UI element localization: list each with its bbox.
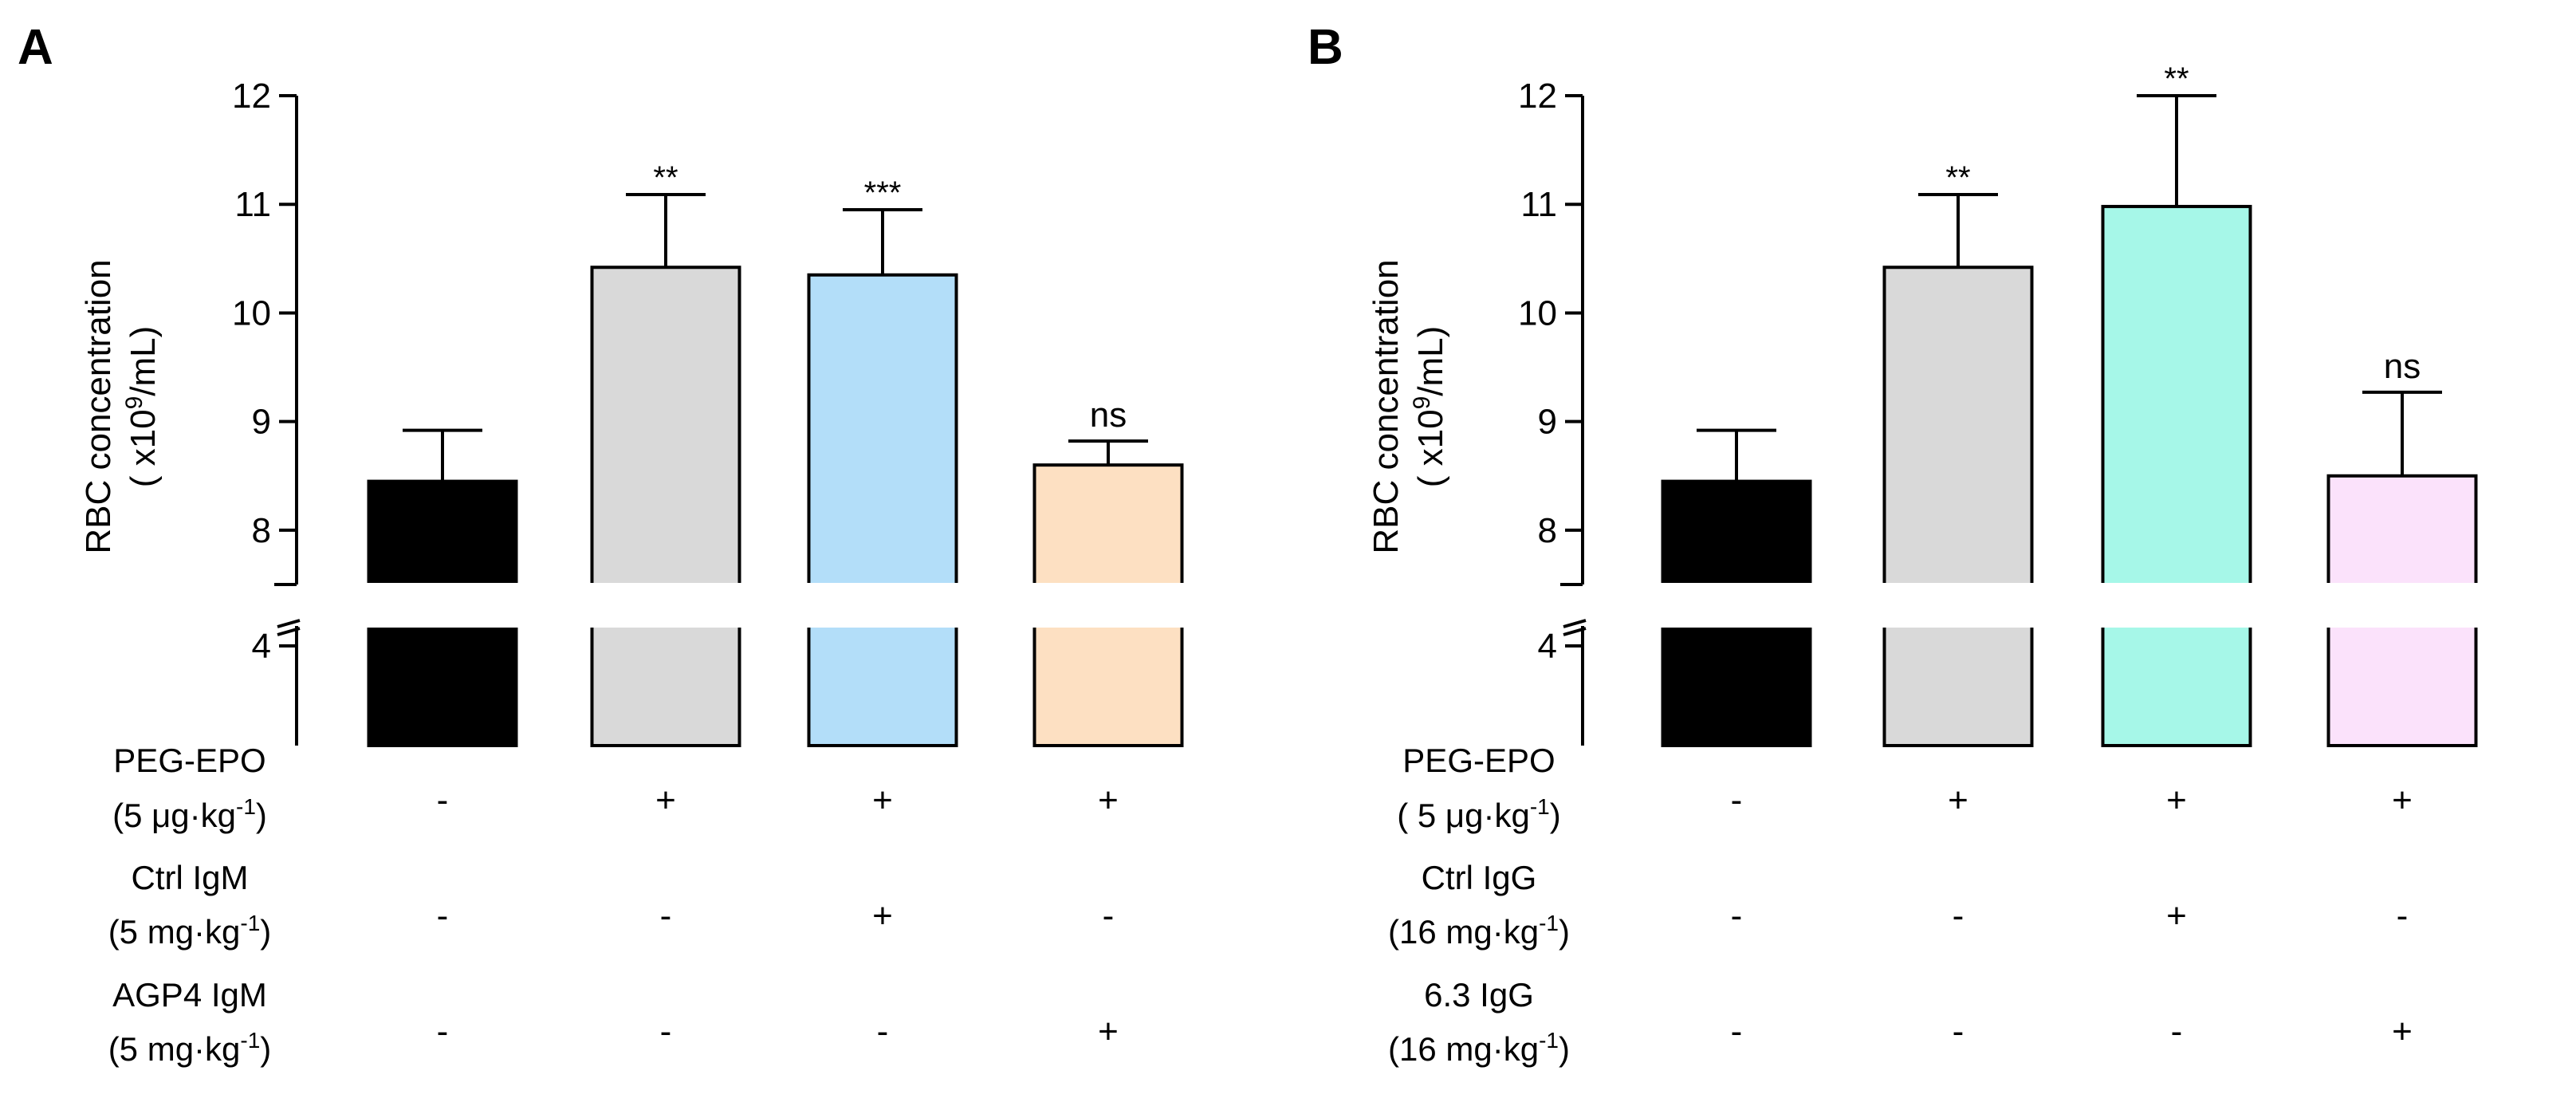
axis-break-mark — [277, 619, 301, 628]
significance-label: ns — [2384, 347, 2421, 386]
condition-sign: + — [2166, 781, 2187, 820]
condition-dose: (5 mg·kg-1) — [108, 911, 272, 951]
condition-sign: - — [1953, 896, 1964, 935]
condition-sign: + — [2392, 1012, 2413, 1051]
condition-dose: (5 μg·kg-1) — [112, 794, 267, 834]
condition-sign: - — [660, 896, 672, 935]
bar-lower — [2326, 624, 2478, 747]
condition-sign: - — [660, 1012, 672, 1051]
bar-break-gap — [366, 623, 519, 628]
condition-sign: - — [437, 1012, 449, 1051]
bar — [1661, 479, 1812, 586]
condition-label: PEG-EPO — [113, 742, 265, 779]
y-tick-label: 10 — [232, 293, 271, 333]
condition-sign: - — [1731, 1012, 1743, 1051]
condition-label: Ctrl IgM — [132, 859, 249, 896]
condition-label: 6.3 IgG — [1424, 976, 1534, 1014]
condition-sign: - — [1731, 896, 1743, 935]
panel-b: B RBC concentration( x109/mL) 8 9 10 11 12 4 ** *… — [1308, 20, 2479, 1068]
bar-break-gap — [2326, 623, 2479, 628]
bar-break-gap — [589, 583, 742, 588]
condition-sign: + — [1098, 1012, 1119, 1051]
condition-sign: + — [655, 781, 676, 820]
condition-sign: - — [1953, 1012, 1964, 1051]
y-tick-label: 9 — [252, 403, 271, 442]
condition-sign: + — [2392, 781, 2413, 820]
bar-break-gap — [1660, 583, 1813, 588]
bar-break-gap — [1660, 623, 1813, 628]
axis-break-mark — [1563, 619, 1587, 628]
condition-sign: + — [872, 896, 893, 935]
y-tick-label: 8 — [252, 511, 271, 550]
condition-sign: - — [2397, 896, 2409, 935]
y-tick-label: 12 — [1518, 77, 1557, 116]
bar-break-gap — [366, 583, 519, 588]
bar — [1882, 266, 2034, 586]
condition-sign: - — [1103, 896, 1115, 935]
condition-dose: (16 mg·kg-1) — [1388, 911, 1570, 951]
y-tick-label-lower: 4 — [252, 627, 271, 666]
condition-sign: + — [2166, 896, 2187, 935]
bar — [2101, 204, 2252, 586]
y-axis-label: RBC concentration( x109/mL) — [1367, 259, 1450, 553]
y-tick-label: 11 — [1520, 185, 1557, 224]
significance-label: ns — [1090, 396, 1127, 435]
bar-lower — [2101, 624, 2252, 747]
y-axis-label: RBC concentration( x109/mL) — [79, 259, 163, 553]
condition-sign: + — [1948, 781, 1968, 820]
y-tick-label: 10 — [1518, 293, 1557, 333]
bar — [367, 479, 518, 586]
bar-lower — [367, 624, 518, 747]
condition-sign: - — [437, 781, 449, 820]
bar-lower — [1661, 624, 1812, 747]
panel-letter: B — [1308, 20, 1343, 75]
bar — [590, 266, 741, 586]
bar-break-gap — [1882, 583, 2035, 588]
bar-break-gap — [2100, 583, 2253, 588]
condition-sign: - — [2171, 1012, 2183, 1051]
condition-dose: (5 mg·kg-1) — [108, 1028, 272, 1068]
y-tick-label: 12 — [232, 77, 271, 116]
y-tick-label: 8 — [1538, 511, 1557, 550]
bar-break-gap — [806, 623, 959, 628]
bar — [1032, 463, 1184, 587]
bar — [2326, 474, 2478, 586]
condition-sign: + — [872, 781, 893, 820]
significance-label: *** — [864, 175, 902, 211]
bar-break-gap — [2326, 583, 2479, 588]
bar-break-gap — [1032, 583, 1185, 588]
bar-lower — [1882, 624, 2034, 747]
y-tick-label: 9 — [1538, 403, 1557, 442]
condition-label: Ctrl IgG — [1422, 859, 1537, 896]
panel-letter: A — [18, 20, 53, 75]
significance-label: ** — [1945, 160, 1970, 195]
bar-lower — [590, 624, 741, 747]
bar-break-gap — [1882, 623, 2035, 628]
condition-sign: + — [1098, 781, 1119, 820]
condition-label: AGP4 IgM — [112, 976, 267, 1014]
bar-break-gap — [589, 623, 742, 628]
bar-lower — [1032, 624, 1184, 747]
bar-break-gap — [2100, 623, 2253, 628]
bar — [807, 273, 958, 586]
condition-sign: - — [437, 896, 449, 935]
condition-dose: ( 5 μg·kg-1) — [1397, 794, 1561, 834]
bar-lower — [807, 624, 958, 747]
bar-break-gap — [1032, 623, 1185, 628]
condition-sign: - — [1731, 781, 1743, 820]
condition-dose: (16 mg·kg-1) — [1388, 1028, 1570, 1068]
significance-label: ** — [653, 160, 678, 195]
condition-label: PEG-EPO — [1402, 742, 1555, 779]
y-tick-label-lower: 4 — [1538, 627, 1557, 666]
y-tick-label: 11 — [234, 185, 271, 224]
condition-sign: - — [877, 1012, 889, 1051]
significance-label: ** — [2164, 61, 2189, 96]
bar-break-gap — [806, 583, 959, 588]
